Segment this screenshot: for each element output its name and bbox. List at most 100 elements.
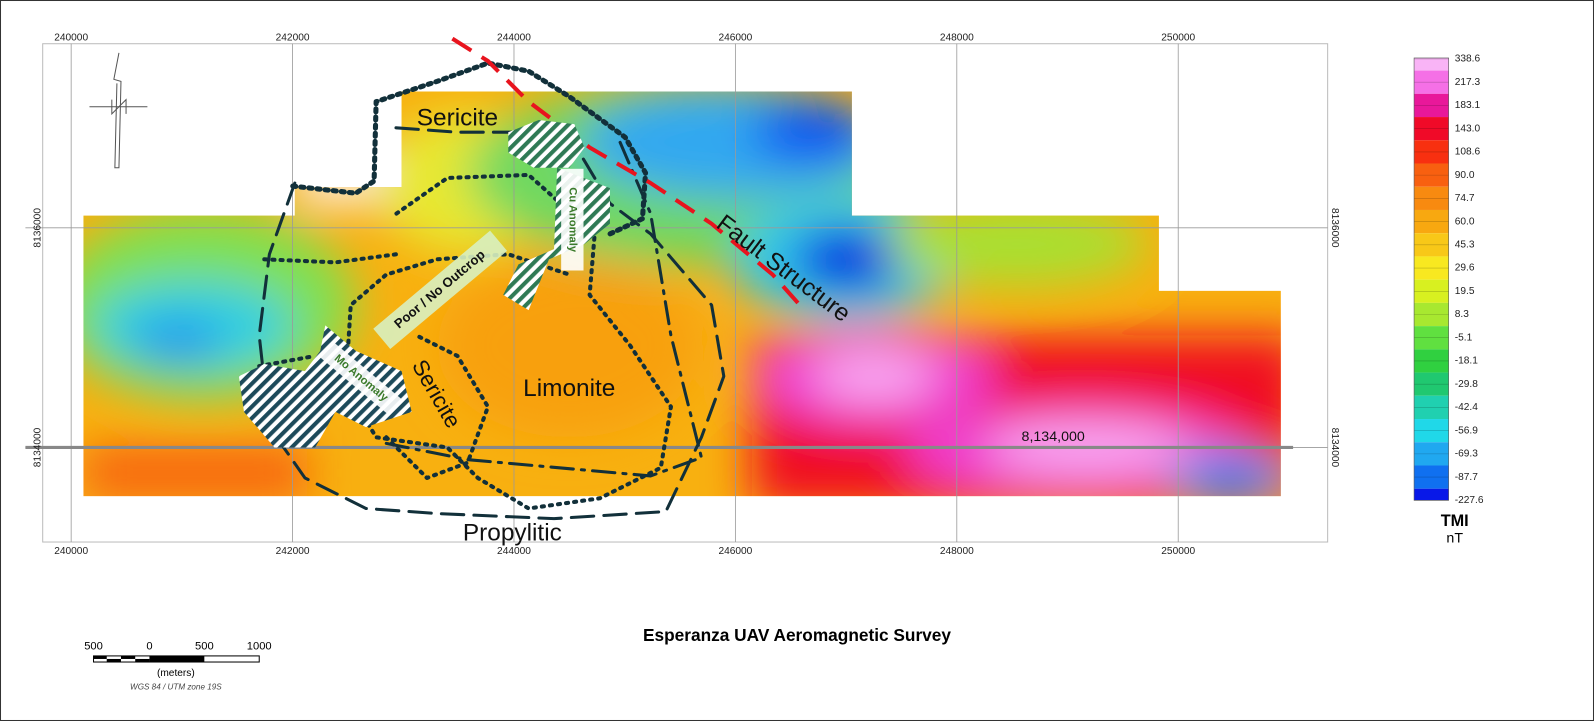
legend-label: -227.6	[1455, 495, 1484, 506]
legend-label: -5.1	[1455, 332, 1473, 343]
legend-label: 338.6	[1455, 54, 1481, 65]
tmi-field	[752, 101, 875, 163]
legend-swatch	[1414, 488, 1449, 501]
legend-swatch	[1414, 372, 1449, 396]
alteration-boundary	[257, 252, 490, 480]
legend-swatch	[1414, 70, 1449, 94]
northing-label: 8136000	[32, 208, 43, 248]
easting-label: 246000	[718, 546, 752, 557]
scale-bar-segment	[135, 658, 150, 663]
annotation: Limonite	[523, 375, 615, 402]
easting-label: 250000	[1161, 32, 1195, 43]
legend-swatch	[1414, 419, 1449, 443]
legend-swatch	[1414, 349, 1449, 373]
legend-swatch	[1414, 209, 1449, 234]
legend-swatch	[1414, 326, 1449, 350]
legend-label: 60.0	[1455, 216, 1475, 227]
annotation: Cu Anomaly	[566, 187, 578, 253]
legend-label: 183.1	[1455, 100, 1481, 111]
easting-label: 250000	[1161, 546, 1195, 557]
fault-line	[451, 36, 800, 305]
north-arrow-shaft	[113, 52, 122, 169]
legend-label: -18.1	[1455, 356, 1478, 367]
annotation-box	[561, 168, 584, 271]
legend-label: 108.6	[1455, 147, 1481, 158]
tmi-field	[437, 254, 702, 438]
legend-swatch	[1414, 279, 1449, 303]
scale-unit: (meters)	[157, 668, 195, 679]
legend-swatch	[1414, 117, 1449, 141]
legend-swatch	[1414, 395, 1449, 420]
easting-label: 248000	[940, 546, 974, 557]
legend-swatch	[1414, 186, 1449, 210]
legend-title: TMI	[1441, 512, 1469, 530]
scale-label: 0	[146, 641, 152, 653]
northing-label: 8134000	[1329, 428, 1340, 468]
legend-label: 74.7	[1455, 193, 1475, 204]
annotation-box	[373, 230, 508, 349]
scale-bar-segment	[120, 655, 136, 659]
scale-bar	[93, 655, 260, 663]
north-arrow	[89, 52, 148, 169]
scale-bar-segment	[93, 655, 107, 659]
scale-bar-segment	[106, 658, 121, 663]
north-arrow-n	[111, 98, 127, 116]
scale-bar-segment	[149, 655, 205, 663]
alteration-boundary	[290, 60, 649, 237]
annotation: Propylitic	[463, 519, 562, 546]
alteration-boundary	[379, 140, 703, 478]
legend-label: 19.5	[1455, 286, 1475, 297]
legend-label: -42.4	[1455, 402, 1478, 413]
legend-swatch	[1414, 163, 1449, 187]
legend-swatch	[1414, 442, 1449, 466]
legend-swatch	[1414, 465, 1449, 489]
tmi-field	[884, 203, 1149, 285]
scale-label: 1000	[247, 641, 272, 653]
annotation: 8,134,000	[1022, 429, 1085, 445]
legend-label: 8.3	[1455, 309, 1469, 320]
easting-label: 242000	[276, 32, 310, 43]
legend-swatch	[1414, 57, 1449, 71]
easting-label: 244000	[497, 546, 531, 557]
tmi-field	[132, 320, 224, 362]
mo-anomaly-area	[238, 325, 412, 448]
easting-label: 244000	[497, 32, 531, 43]
legend-swatch	[1414, 256, 1449, 280]
easting-label: 242000	[276, 546, 310, 557]
legend-swatch	[1414, 233, 1449, 257]
alteration-boundary	[343, 172, 673, 511]
tmi-field	[83, 447, 308, 497]
annotation: Sericite	[417, 104, 498, 131]
legend-label: -69.3	[1455, 449, 1478, 460]
legend-label: -87.7	[1455, 472, 1478, 483]
legend-label: 90.0	[1455, 170, 1475, 181]
legend-swatch	[1414, 302, 1449, 327]
legend-label: 45.3	[1455, 239, 1475, 250]
scale-label: 500	[195, 641, 214, 653]
legend-label: -29.8	[1455, 379, 1478, 390]
legend-swatch	[1414, 140, 1449, 164]
tmi-field	[792, 228, 905, 290]
legend-label: 217.3	[1455, 77, 1481, 88]
tmi-field	[813, 353, 936, 399]
easting-label: 248000	[940, 32, 974, 43]
legend-swatch	[1414, 93, 1449, 118]
annotation-box	[319, 341, 403, 416]
northing-label: 8136000	[1329, 208, 1340, 248]
legend-frame	[1413, 57, 1449, 501]
projection: WGS 84 / UTM zone 19S	[130, 683, 222, 692]
easting-label: 240000	[54, 546, 88, 557]
tmi-anomalies	[83, 91, 1281, 497]
legend-label: -56.9	[1455, 425, 1478, 436]
cu-anomaly-area	[508, 119, 585, 168]
map-title: Esperanza UAV Aeromagnetic Survey	[643, 625, 951, 645]
northing-label: 8134000	[32, 427, 43, 467]
scale-label: 500	[84, 641, 103, 653]
easting-label: 246000	[718, 32, 752, 43]
legend-label: 29.6	[1455, 263, 1475, 274]
easting-label: 240000	[54, 32, 88, 43]
tmi-field	[1199, 473, 1261, 497]
legend-unit: nT	[1446, 531, 1463, 547]
legend-label: 143.0	[1455, 123, 1481, 134]
